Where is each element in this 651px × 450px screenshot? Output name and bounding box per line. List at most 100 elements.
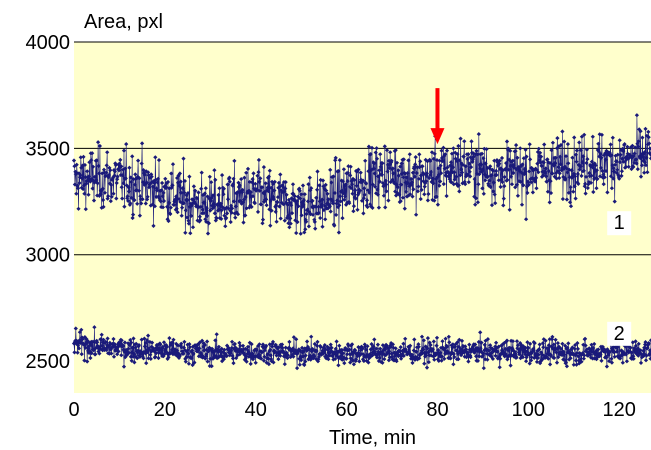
series-1-point	[156, 176, 161, 181]
x-tick-label-80: 80	[426, 399, 448, 421]
series-2-point	[95, 340, 100, 345]
series-1-point	[402, 206, 407, 211]
series-2-point	[380, 360, 385, 365]
series-1-point	[297, 188, 302, 193]
series-2-point	[250, 351, 255, 356]
series-2-point	[468, 355, 473, 360]
series-1-point	[235, 212, 241, 217]
series-2-point	[566, 341, 571, 346]
series-1-point	[594, 186, 599, 191]
series-1-point	[317, 199, 322, 204]
series-2-point	[459, 338, 465, 343]
series-1-point	[573, 174, 578, 179]
series-1-point	[374, 146, 379, 151]
series-1-point	[299, 192, 304, 197]
series-2-point	[85, 359, 90, 364]
series-1-point	[320, 224, 325, 229]
series-1-point	[208, 208, 213, 213]
series-1-point	[365, 204, 370, 210]
series-2-point	[356, 351, 361, 356]
series-2-point	[297, 362, 302, 367]
series-2-point	[349, 343, 354, 348]
series-2-point	[612, 354, 617, 359]
series-1-point	[644, 155, 649, 160]
series-1-point	[600, 168, 605, 174]
series-2-point	[480, 353, 485, 358]
series-1-point	[588, 180, 594, 185]
series-1-point	[499, 155, 505, 161]
series-1-point	[227, 175, 232, 180]
series-1-point	[491, 189, 496, 194]
series-2-point	[80, 337, 85, 342]
series-1-point	[350, 191, 355, 196]
series-1-point	[378, 152, 383, 157]
series-1-point	[377, 179, 382, 184]
series-2-point	[638, 348, 643, 353]
series-1-point	[439, 148, 444, 153]
red-arrow-icon	[430, 128, 445, 145]
series-2-point	[148, 352, 153, 357]
series-2-point	[574, 351, 579, 356]
series-1-point	[481, 156, 486, 161]
series-1-point	[264, 203, 269, 208]
series-2-point	[562, 352, 567, 357]
series-2-point	[307, 355, 312, 360]
series-1-point	[376, 205, 381, 210]
series-2-point	[86, 348, 91, 353]
series-2-point	[148, 356, 153, 361]
series-1-point	[431, 156, 436, 161]
series-2-point	[329, 345, 334, 350]
series-2-point	[311, 356, 316, 361]
series-2-point	[494, 340, 499, 345]
series-2-point	[565, 345, 570, 350]
series-1-point	[648, 156, 651, 161]
series-1-point	[131, 212, 136, 217]
series-1-point	[122, 204, 127, 209]
series-1-point	[418, 159, 423, 164]
series-2-point	[115, 352, 120, 357]
series-2-point	[372, 349, 377, 354]
series-1-point	[397, 192, 402, 197]
series-1-point	[462, 139, 467, 144]
series-1-point	[646, 135, 651, 140]
series-1-point	[286, 221, 291, 226]
series-2-point	[606, 352, 611, 358]
series-1-point	[431, 181, 436, 186]
series-1-point	[465, 172, 470, 177]
series-1-point	[407, 152, 412, 157]
series-1-point	[294, 201, 299, 206]
series-2-point	[580, 351, 585, 356]
series-2-point	[488, 345, 493, 350]
series-1-point	[492, 158, 497, 163]
series-1-point	[228, 219, 233, 225]
series-2-point	[482, 342, 487, 347]
series-2-point	[379, 359, 384, 364]
x-tick-label-100: 100	[512, 399, 545, 421]
series-1-point	[569, 168, 574, 173]
series-1-point	[578, 148, 584, 153]
series-2-point	[216, 355, 221, 360]
series-2-point	[91, 339, 96, 344]
series-1-point	[526, 180, 531, 185]
series-2-point	[187, 342, 192, 347]
series-1-point	[593, 176, 598, 181]
series-2-point	[465, 350, 470, 355]
series-1-point	[298, 231, 303, 236]
series-1-point	[86, 174, 92, 179]
series-1-point	[188, 231, 193, 236]
series-1-point	[429, 150, 435, 155]
series-1-point	[341, 191, 346, 196]
series-2-point	[469, 349, 474, 354]
series-1-point	[355, 207, 360, 212]
series-1-point	[465, 156, 470, 162]
series-1-point	[243, 213, 248, 218]
series-1-point	[503, 167, 508, 172]
series-1-point	[170, 162, 176, 167]
series-2-point	[526, 345, 531, 350]
series-2-point	[327, 353, 332, 358]
series-1-point	[521, 156, 526, 161]
series-1-point	[115, 174, 120, 179]
series-1-point	[117, 161, 122, 166]
series-1-point	[210, 193, 216, 198]
series-2-point	[251, 355, 256, 360]
